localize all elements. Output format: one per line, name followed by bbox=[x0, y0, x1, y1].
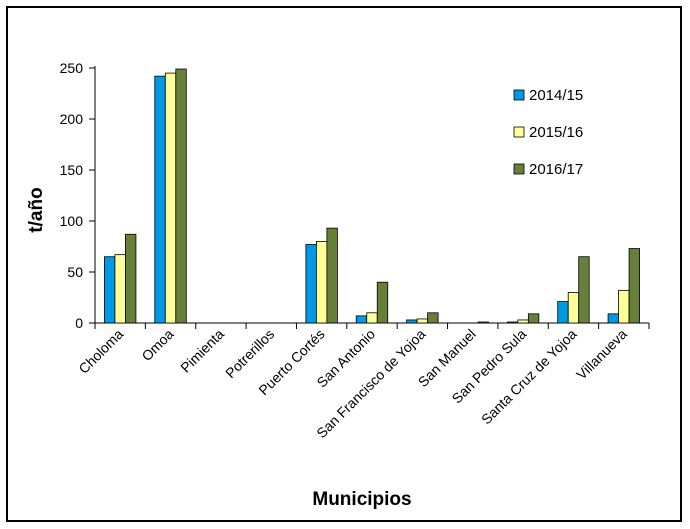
bars bbox=[104, 68, 640, 324]
x-tick-label: Pimienta bbox=[177, 326, 227, 376]
x-axis-label: Municipios bbox=[312, 489, 411, 510]
y-axis: 0 50 100 150 200 250 bbox=[60, 60, 96, 331]
bar-2016-17-choloma bbox=[125, 233, 137, 324]
y-tick-label: 100 bbox=[60, 213, 84, 229]
bar-2015-16-san-francisco-de-yojoa bbox=[416, 318, 429, 324]
bar-2015-16-santa-cruz-de-yojoa bbox=[567, 291, 580, 324]
bar-2014-15-san-francisco-de-yojoa bbox=[406, 319, 418, 324]
bar-2015-16-omoa bbox=[164, 72, 177, 324]
bar-2016-17-villanueva bbox=[628, 248, 640, 324]
bar-2016-17-omoa bbox=[175, 68, 187, 324]
bar-2015-16-puerto-cortés bbox=[315, 240, 328, 324]
y-tick-label: 50 bbox=[67, 264, 83, 280]
bar-2016-17-san-manuel bbox=[477, 321, 489, 324]
bar-2014-15-santa-cruz-de-yojoa bbox=[557, 301, 569, 324]
bar-2014-15-omoa bbox=[154, 75, 166, 324]
bar-2014-15-choloma bbox=[104, 256, 116, 324]
bar-2016-17-san-francisco-de-yojoa bbox=[427, 312, 439, 324]
legend-label: 2015/16 bbox=[529, 124, 583, 141]
y-tick-label: 200 bbox=[60, 111, 84, 127]
legend-swatch bbox=[513, 126, 525, 138]
legend-label: 2014/15 bbox=[529, 87, 583, 104]
bar-2016-17-san-pedro-sula bbox=[527, 313, 540, 324]
x-tick-label: Villanueva bbox=[573, 326, 630, 383]
x-tick-label: Choloma bbox=[75, 326, 126, 377]
y-tick-label: 0 bbox=[75, 315, 83, 331]
legend-swatch bbox=[513, 89, 525, 101]
bar-2016-17-santa-cruz-de-yojoa bbox=[578, 256, 590, 324]
legend-label: 2016/17 bbox=[529, 161, 583, 178]
legend: 2014/15 2015/16 2016/17 bbox=[513, 87, 583, 178]
legend-swatch bbox=[513, 163, 525, 175]
x-tick-label: Omoa bbox=[138, 326, 176, 364]
bar-2014-15-villanueva bbox=[607, 313, 619, 324]
y-tick-label: 150 bbox=[60, 162, 84, 178]
x-tick-label: Santa Cruz de Yojoa bbox=[478, 326, 580, 428]
y-axis-label: t/año bbox=[26, 187, 47, 232]
bar-2014-15-san-antonio bbox=[355, 315, 368, 324]
bar-2015-16-choloma bbox=[114, 254, 126, 324]
y-tick-label: 250 bbox=[60, 60, 84, 76]
bar-2015-16-san-pedro-sula bbox=[517, 319, 529, 324]
bar-2014-15-san-pedro-sula bbox=[506, 321, 519, 324]
chart-frame: 0 50 100 150 200 250 Choloma Omoa Pimienta Potre… bbox=[6, 6, 682, 522]
bar-2015-16-san-antonio bbox=[366, 312, 378, 324]
bar-2016-17-san-antonio bbox=[376, 281, 389, 324]
bar-2015-16-villanueva bbox=[618, 289, 630, 324]
bar-2014-15-puerto-cortés bbox=[305, 244, 317, 324]
bar-2016-17-puerto-cortés bbox=[326, 227, 338, 324]
